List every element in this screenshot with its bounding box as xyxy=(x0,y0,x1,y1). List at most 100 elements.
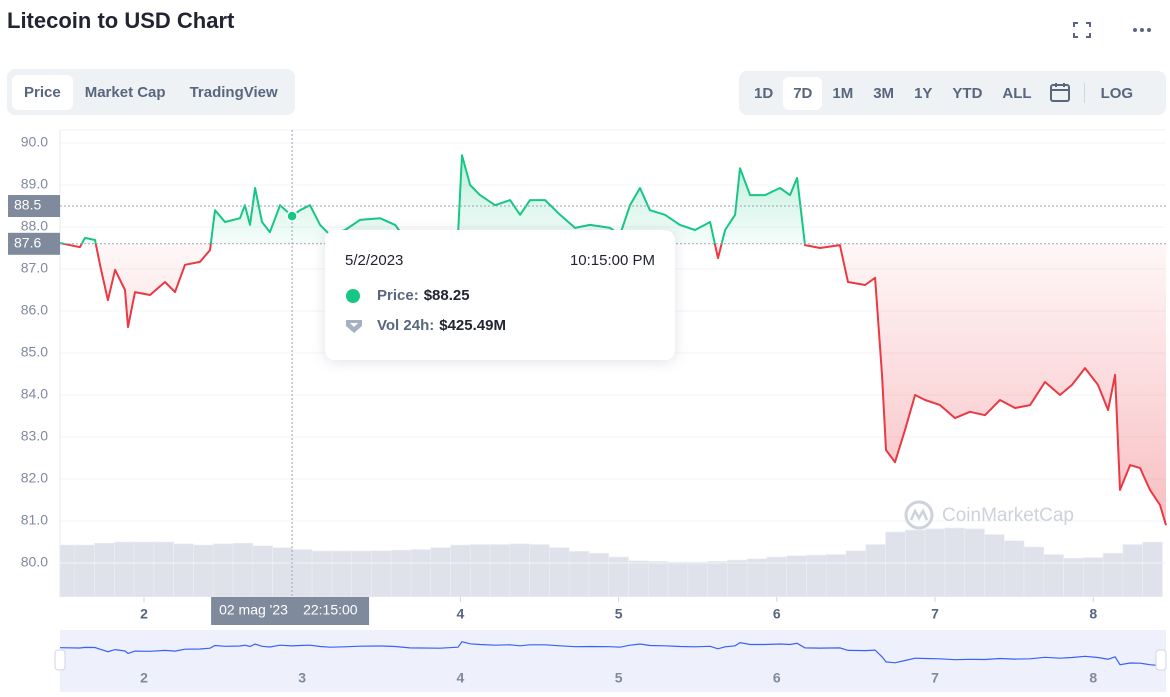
volume-bar xyxy=(212,543,234,597)
volume-bar xyxy=(1043,554,1064,597)
volume-bar xyxy=(885,531,906,597)
log-button[interactable]: LOG xyxy=(1100,84,1134,102)
volume-bar xyxy=(390,549,412,597)
volume-bar xyxy=(1083,557,1104,597)
volume-bar xyxy=(489,544,511,597)
tooltip-value: $425.49M xyxy=(439,317,506,334)
x-tick-label: 2 xyxy=(140,606,148,622)
volume-bar xyxy=(568,551,590,597)
volume-bar xyxy=(1122,544,1143,597)
navigator-tick-label: 2 xyxy=(140,670,148,686)
volume-bar xyxy=(351,550,372,597)
volume-bar xyxy=(746,558,768,597)
volume-bar xyxy=(806,554,827,597)
crosshair-dot xyxy=(286,210,298,222)
tooltip-value: $88.25 xyxy=(423,287,470,304)
y-tick-label: 84.0 xyxy=(21,386,48,402)
tooltip-price-row: Price: $88.25 xyxy=(345,287,470,304)
volume-bar xyxy=(865,544,886,597)
volume-bar xyxy=(667,561,689,597)
navigator-handle[interactable] xyxy=(54,649,66,671)
tab[interactable]: Market Cap xyxy=(84,83,166,101)
volume-bar xyxy=(311,550,333,597)
range-button[interactable]: 3M xyxy=(873,84,895,102)
tooltip-label: Vol 24h: xyxy=(377,317,435,334)
volume-bar xyxy=(905,529,926,597)
volume-bar xyxy=(647,561,669,597)
tooltip: 5/2/2023 10:15:00 PM Price: $88.25 Vol 2… xyxy=(325,230,675,360)
navigator-tick-label: 7 xyxy=(931,670,939,686)
y-tick-label: 87.0 xyxy=(21,260,48,276)
volume-bar xyxy=(292,549,313,597)
y-tick-label: 89.0 xyxy=(21,176,48,192)
volume-bar xyxy=(1023,546,1045,597)
tooltip-time: 10:15:00 PM xyxy=(569,252,655,269)
navigator[interactable]: 2 3 4 5 6 7 8 xyxy=(54,630,1167,692)
y-tick-label: 86.0 xyxy=(21,302,48,318)
navigator-tick-label: 5 xyxy=(615,670,623,686)
volume-bar xyxy=(529,544,550,597)
volume-bar xyxy=(232,542,254,597)
navigator-tick-label: 8 xyxy=(1089,670,1097,686)
y-tick-label: 82.0 xyxy=(21,470,48,486)
volume-bar xyxy=(430,547,451,597)
y-tick-label: 83.0 xyxy=(21,428,48,444)
x-tick-label: 8 xyxy=(1089,606,1097,622)
watermark: CoinMarketCap xyxy=(904,500,1074,530)
range-button[interactable]: ALL xyxy=(1002,84,1032,102)
volume-bar xyxy=(687,561,708,597)
volume-bar xyxy=(470,544,491,597)
volume-bar xyxy=(74,544,95,597)
volume-layer xyxy=(60,527,1163,597)
range-button[interactable]: 1D xyxy=(754,84,774,102)
y-tick-label: 85.0 xyxy=(21,344,48,360)
range-button[interactable]: YTD xyxy=(952,84,983,102)
y-tick-label: 80.0 xyxy=(21,554,48,570)
more-icon[interactable] xyxy=(1133,28,1151,32)
watermark-text: CoinMarketCap xyxy=(942,505,1074,526)
volume-bar xyxy=(193,544,214,597)
navigator-bg xyxy=(60,630,1166,692)
volume-bar xyxy=(549,547,570,597)
navigator-tick-label: 4 xyxy=(457,670,465,686)
volume-bar xyxy=(272,547,293,597)
volume-bar xyxy=(984,534,1005,597)
volume-bar xyxy=(331,550,352,597)
range-button[interactable]: 7D xyxy=(783,76,823,110)
x-tick-label: 5 xyxy=(615,606,623,622)
toolbar-icons xyxy=(1073,22,1151,38)
separator xyxy=(1083,83,1085,103)
tab-group: Price Market Cap TradingView xyxy=(7,69,295,115)
range-button[interactable]: 1Y xyxy=(914,84,933,102)
volume-bar xyxy=(114,541,135,597)
volume-bar xyxy=(1102,552,1124,597)
volume-bar xyxy=(825,554,847,597)
volume-bar xyxy=(628,560,649,597)
tab[interactable]: Price xyxy=(12,74,73,110)
x-tick-label: 7 xyxy=(931,606,939,622)
volume-bar xyxy=(845,550,867,597)
axis-marker-label: 88.5 xyxy=(14,197,41,213)
volume-bar xyxy=(1003,540,1025,597)
x-tick-label: 4 xyxy=(457,606,465,622)
navigator-tick-label: 6 xyxy=(773,670,781,686)
tab[interactable]: TradingView xyxy=(189,83,278,101)
volume-icon xyxy=(346,319,362,333)
calendar-icon[interactable] xyxy=(1042,81,1078,105)
axis-marker-box xyxy=(8,232,60,255)
volume-bar xyxy=(786,555,807,597)
fullscreen-icon[interactable] xyxy=(1073,22,1091,38)
navigator-handle[interactable] xyxy=(1155,649,1167,671)
navigator-line xyxy=(59,641,1167,668)
volume-bar xyxy=(727,559,748,597)
volume-bar xyxy=(252,545,273,597)
axis-marker-box xyxy=(8,195,60,218)
volume-bar xyxy=(410,549,432,597)
y-tick-label: 90.0 xyxy=(21,134,48,150)
range-button[interactable]: 1M xyxy=(832,84,854,102)
range-group: 1D 7D 1M 3M 1Y YTD ALL LOG xyxy=(739,71,1166,115)
crosshair-date: 02 mag '23 xyxy=(219,602,288,618)
volume-bar xyxy=(94,542,115,597)
